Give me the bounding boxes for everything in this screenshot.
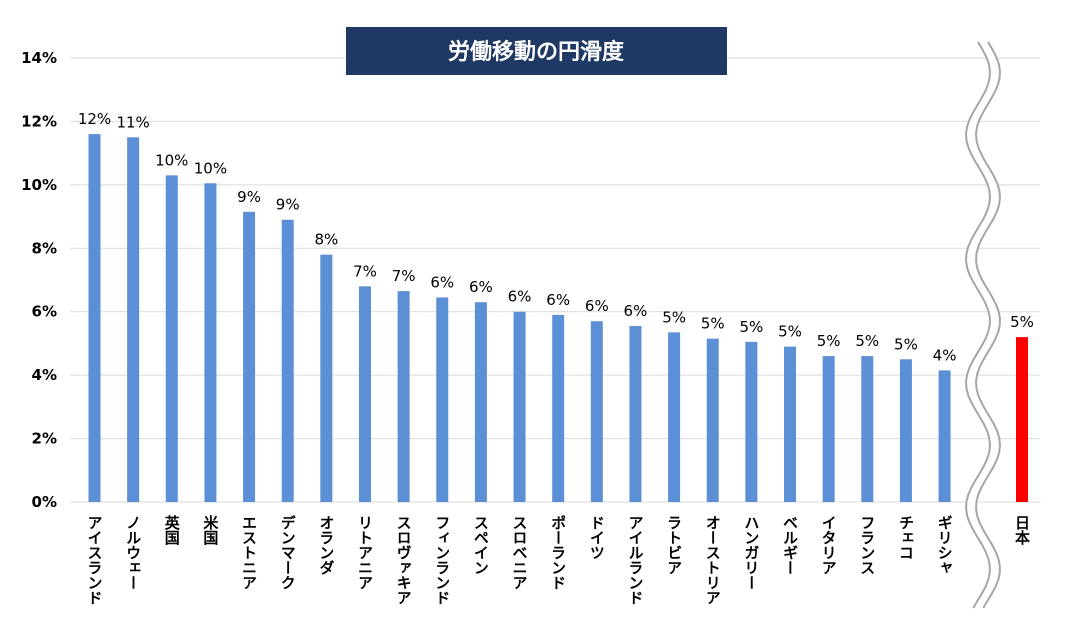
data-label: 9% [237,188,261,206]
bar [938,370,951,502]
data-labels: 12% 11% 10% 10% 9% 9% 8% 7% 7% 6% 6% 6% 6% 6% 6% 5% 5% 5%… [78,110,1034,364]
y-tick-label: 10% [21,176,57,194]
data-label: 6% [546,291,570,309]
y-tick-label: 2% [32,430,57,448]
data-label: 9% [276,196,300,214]
axis-break-line-right [974,41,1002,609]
bar [899,359,912,502]
bar [127,137,140,503]
x-category-label: ポーランド [549,515,567,590]
data-label: 8% [314,231,338,249]
x-category-label: ラトビア [665,515,683,575]
data-label: 5% [855,332,879,350]
bar [629,325,642,502]
data-label: 5% [1010,313,1034,331]
x-category-label: アイスランド [86,515,104,605]
bar [706,338,719,502]
bar [88,134,101,502]
x-category-label: 日本 [1013,515,1031,546]
bar [436,297,449,502]
chart-title-group: 労働移動の円滑度 [346,27,727,75]
bar [590,321,603,502]
x-category-label: イタリア [820,515,838,575]
x-category-label: ギリシャ [936,515,954,575]
x-category-label: デンマーク [279,514,297,590]
data-label: 10% [155,151,188,169]
chart-title: 労働移動の円滑度 [448,39,625,65]
y-tick-label: 4% [32,366,57,384]
y-axis-ticks: 0% 2% 4% 6% 8% 10% 12% 14% [21,49,57,511]
x-category-label: エストニア [240,515,258,590]
x-category-label: ベルギー [781,515,799,575]
x-category-label: オーストリア [704,515,722,605]
x-category-label: 米国 [201,514,219,546]
bar [1016,337,1028,502]
bar [513,311,526,502]
data-label: 7% [392,267,416,285]
bar [397,291,410,502]
data-label: 7% [353,262,377,280]
data-label: 10% [194,159,227,177]
x-category-label: フィンランド [433,515,451,605]
data-label: 6% [430,273,454,291]
y-tick-label: 0% [32,493,57,511]
chart-title-box [346,27,727,75]
x-category-label: ノルウェー [124,515,142,590]
bar [861,356,874,502]
x-category-label: スペイン [472,515,490,575]
x-category-label: フランス [858,515,876,575]
axis-break-line-left [964,41,992,609]
bar [358,286,371,502]
y-tick-label: 6% [32,303,57,321]
data-label: 5% [739,318,763,336]
data-label: 6% [508,288,532,306]
bar [784,346,797,502]
data-label: 5% [701,315,725,333]
x-category-label: ドイツ [588,515,606,560]
data-label: 5% [662,308,686,326]
data-label: 5% [894,335,918,353]
data-label: 6% [624,302,648,320]
bar [204,183,217,502]
bar [165,175,178,503]
bar [668,332,681,502]
y-tick-label: 12% [21,112,57,130]
x-category-label: ハンガリー [742,515,760,590]
data-label: 5% [817,332,841,350]
x-category-label: リトアニア [356,515,374,590]
x-category-label: スロヴァキア [395,515,413,605]
bar [281,219,294,502]
bar [243,211,256,503]
data-label: 4% [933,346,957,364]
data-label: 5% [778,323,802,341]
bar [474,302,487,502]
data-label: 6% [469,278,493,296]
x-category-label: アイルランド [626,515,644,605]
x-category-label: チェコ [897,515,915,560]
data-label: 11% [116,113,149,131]
axis-break [964,39,1002,611]
x-category-label: スロベニア [511,515,529,590]
bar [552,314,565,502]
x-category-label: 英国 [163,514,181,546]
x-axis-categories: アイスランド ノルウェー 英国 米国 エストニア デンマーク オランダ リトアニア スロヴァキア… [86,514,1032,605]
bar [745,341,758,502]
bars [88,134,1028,503]
bar [822,356,835,502]
x-category-label: オランダ [317,515,335,575]
y-tick-label: 14% [21,49,57,67]
bar [320,254,333,502]
data-label: 6% [585,297,609,315]
data-label: 12% [78,110,111,128]
y-tick-label: 8% [32,239,57,257]
axis-break-gap [966,39,1000,611]
